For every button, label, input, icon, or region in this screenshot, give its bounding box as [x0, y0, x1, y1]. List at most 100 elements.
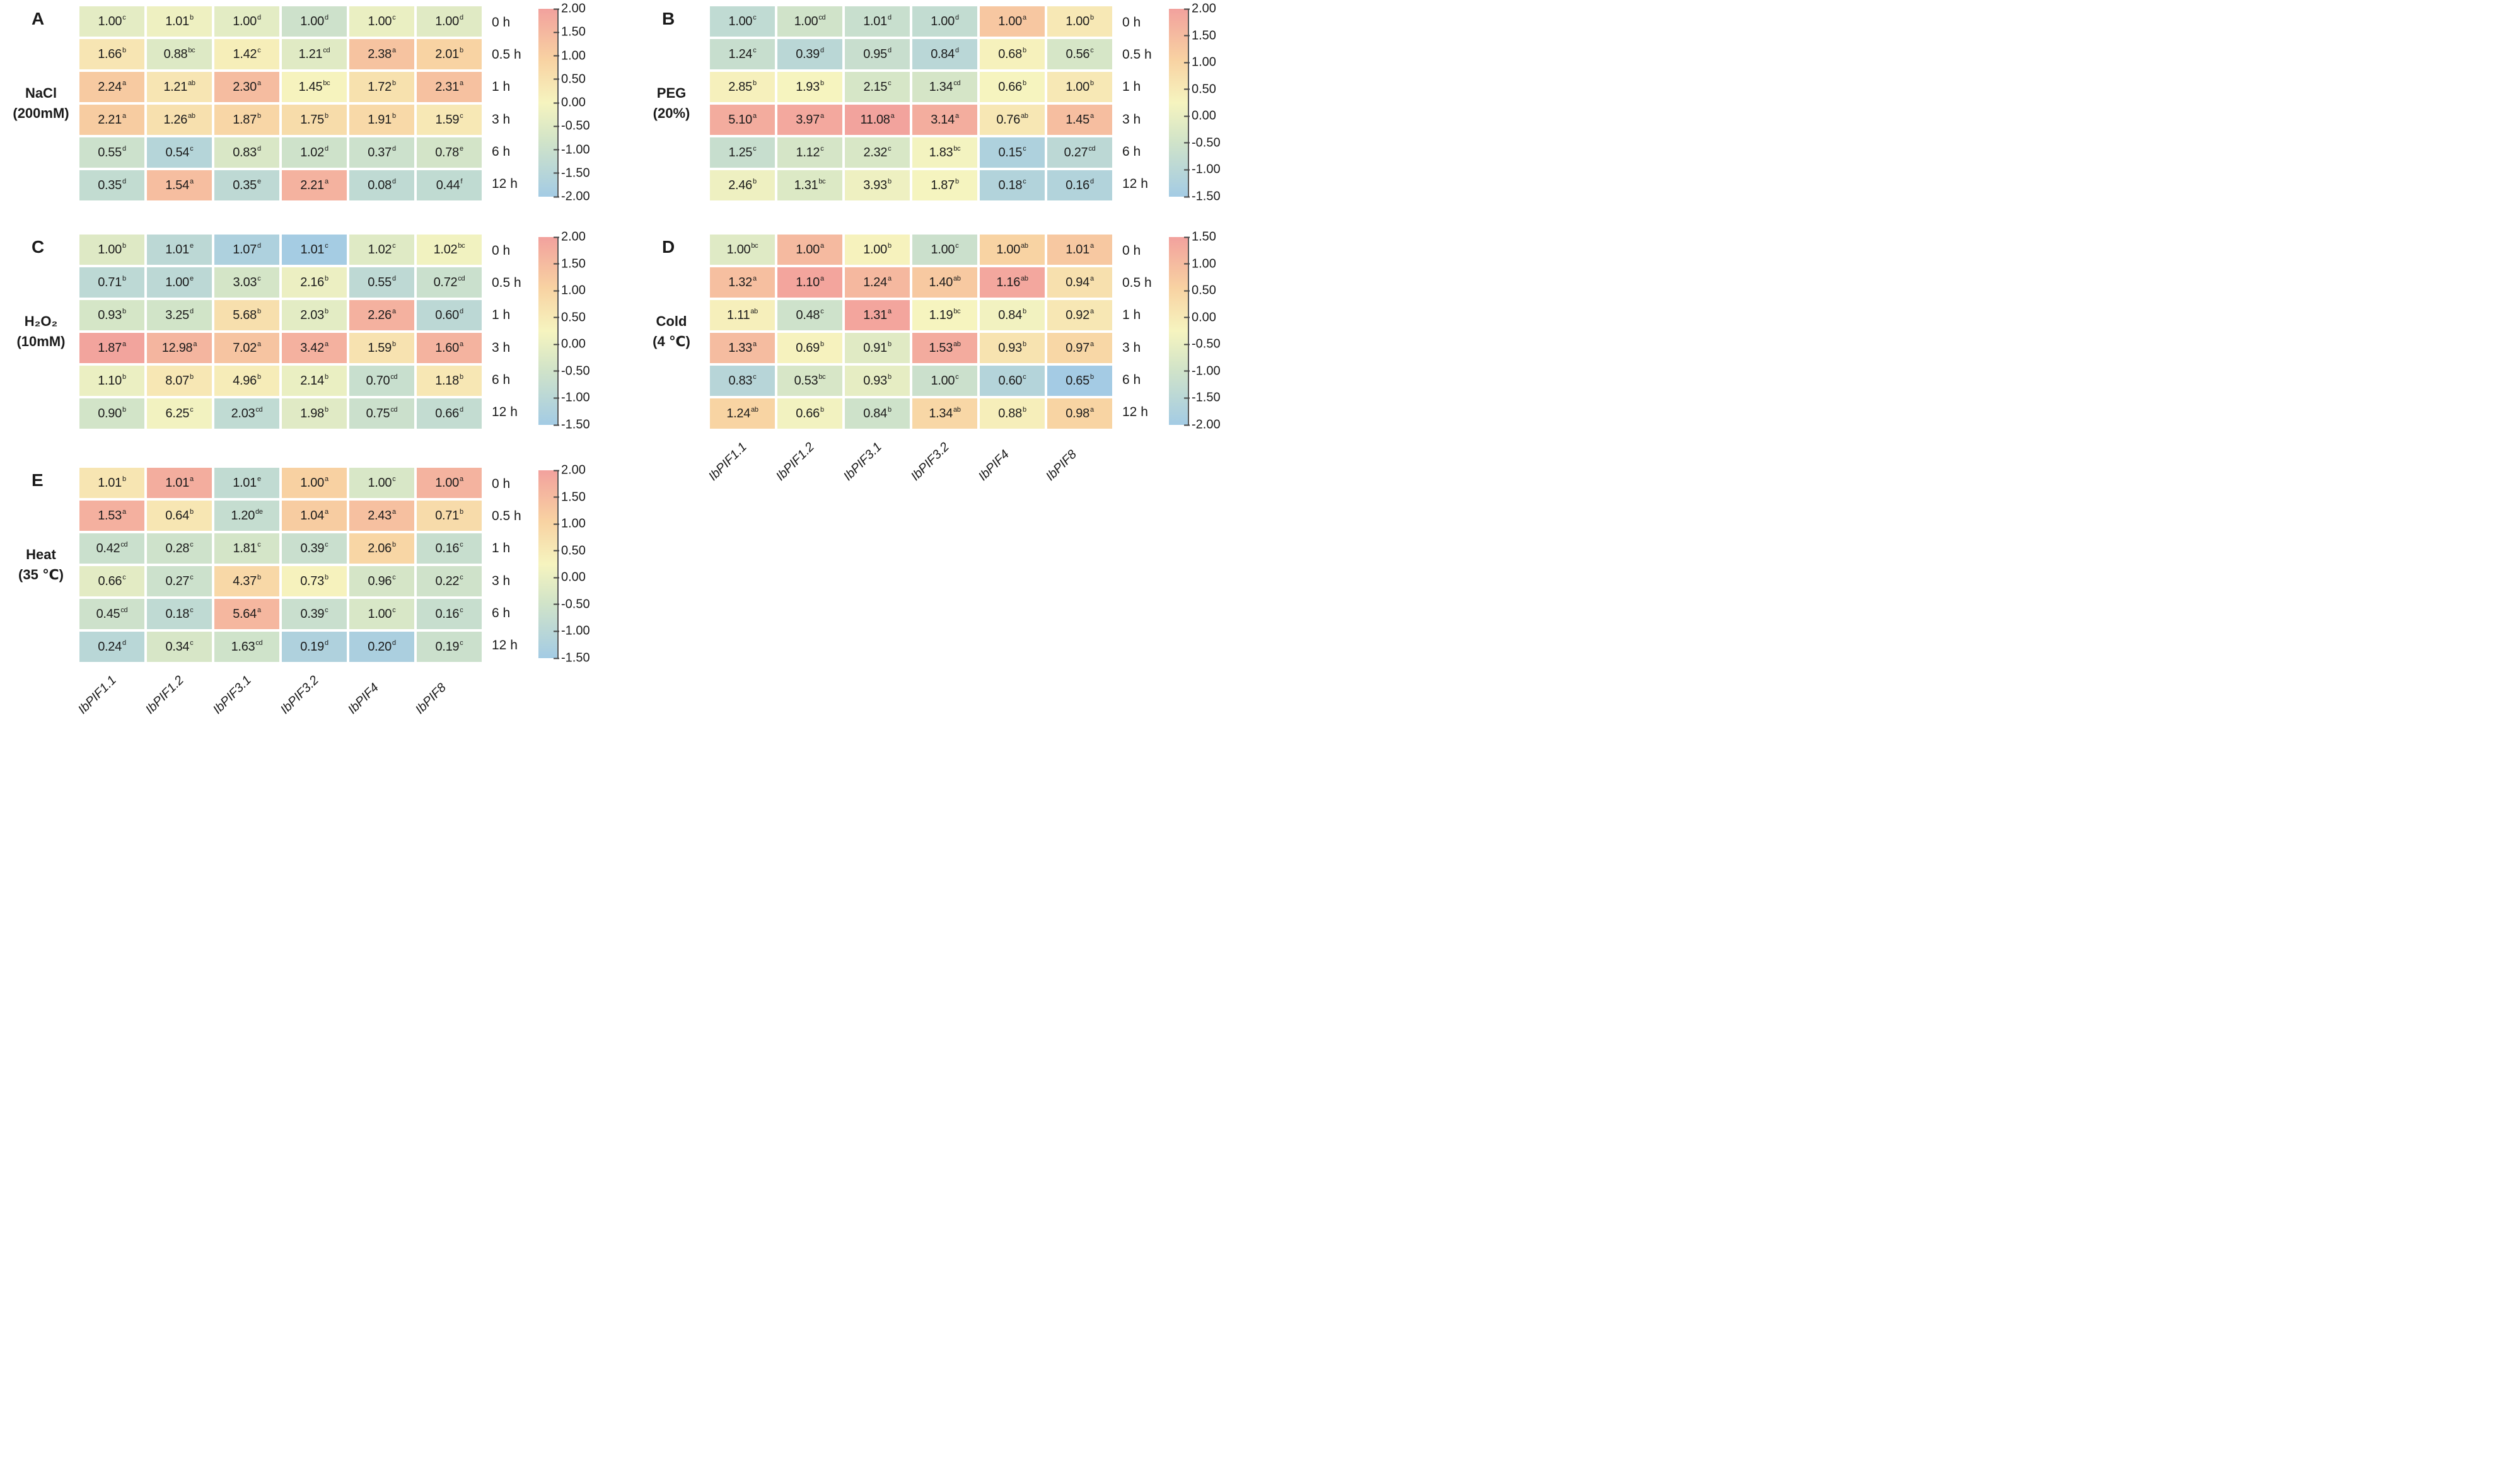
cell-value: 1.01d: [863, 13, 891, 28]
colorbar-tick-label: -0.50: [1192, 337, 1221, 351]
cell-value: 1.01c: [300, 241, 328, 257]
cell-value: 2.03cd: [231, 405, 263, 420]
heatmap-cell: 2.32c: [845, 137, 910, 168]
heatmap-cell: 1.63cd: [214, 632, 279, 662]
colorbar-ticks: 2.00 1.50 1.00 0.50 0.00 -0.50 -1.00 -1.50: [561, 463, 605, 665]
cell-value: 2.14b: [300, 373, 328, 388]
cell-value: 1.66b: [98, 46, 126, 61]
heatmap-cell: 0.88bc: [147, 39, 212, 69]
cell-value: 1.21ab: [163, 79, 195, 94]
colorbar: 2.00 1.50 1.00 0.50 0.00 -0.50 -1.00 -1.50 -2.00: [538, 2, 608, 204]
heatmap-cell: 0.39c: [282, 599, 347, 629]
cell-sig-letter: b: [392, 112, 396, 120]
heatmap-cell: 1.01b: [147, 6, 212, 37]
heatmap-cell: 2.43a: [349, 501, 414, 531]
heatmap-cell: 1.00bc: [710, 235, 775, 265]
cell-sig-letter: b: [392, 340, 396, 348]
heatmap-cell: 0.35d: [79, 170, 144, 200]
heatmap-cell: 0.55d: [79, 137, 144, 168]
cell-sig-letter: c: [190, 573, 194, 581]
heatmap-cell: 0.88b: [980, 398, 1045, 429]
cell-sig-letter: b: [1022, 340, 1026, 348]
cell-sig-letter: bc: [323, 79, 330, 87]
cell-sig-letter: e: [189, 241, 194, 250]
cell-sig-letter: b: [1089, 79, 1094, 87]
figure: A NaCl (200mM) 1.00c 1.01b 1.00d 1.00d 1.00c…: [0, 0, 1252, 742]
cell-value: 1.45a: [1066, 112, 1094, 127]
heatmap-cell: 4.37b: [214, 566, 279, 596]
cell-value: 0.95d: [863, 46, 891, 61]
cell-sig-letter: b: [1022, 46, 1026, 54]
cell-value: 1.01b: [98, 475, 126, 490]
cell-sig-letter: bc: [818, 177, 826, 185]
cell-sig-letter: c: [955, 373, 959, 381]
cell-sig-letter: bc: [751, 241, 758, 250]
heatmap-cell: 1.01b: [79, 468, 144, 498]
cell-sig-letter: a: [820, 274, 824, 282]
cell-sig-letter: d: [955, 13, 959, 21]
gene-label: IbPIF3.2: [908, 439, 952, 484]
cell-sig-letter: b: [324, 573, 328, 581]
time-label: 3 h: [1122, 340, 1141, 355]
cell-value: 1.72b: [368, 79, 396, 94]
cell-value: 1.24ab: [726, 405, 758, 420]
cell-value: 1.00a: [998, 13, 1026, 28]
cell-value: 1.75b: [300, 112, 328, 127]
condition-label: Heat (35 ℃): [3, 468, 79, 662]
cell-sig-letter: cd: [818, 13, 826, 21]
cell-sig-letter: b: [1022, 405, 1026, 414]
panel-cold: D Cold (4 ℃) 1.00bc 1.00a 1.00b 1.00c 1.00ab…: [633, 230, 1238, 432]
cell-value: 1.54a: [165, 177, 194, 192]
cell-sig-letter: ab: [953, 340, 961, 348]
cell-sig-letter: a: [1089, 274, 1094, 282]
heatmap-grid: 1.00b 1.01e 1.07d 1.01c 1.02c 1.02bc 0.71b 1.00…: [79, 235, 482, 429]
cell-sig-letter: d: [887, 46, 891, 54]
cell-sig-letter: b: [887, 340, 891, 348]
cell-value: 1.25c: [728, 144, 757, 159]
cell-sig-letter: b: [820, 79, 824, 87]
heatmap-cell: 4.96b: [214, 366, 279, 396]
heatmap-cell: 1.00c: [349, 599, 414, 629]
colorbar-gradient: [538, 470, 559, 658]
heatmap-cell: 0.60d: [417, 300, 482, 330]
heatmap-cell: 0.96c: [349, 566, 414, 596]
cell-sig-letter: c: [392, 606, 396, 614]
time-label: 12 h: [1122, 177, 1148, 192]
cell-sig-letter: d: [257, 241, 261, 250]
colorbar-gradient: [1169, 9, 1189, 197]
time-label: 0 h: [1122, 243, 1141, 258]
heatmap-grid: 1.00bc 1.00a 1.00b 1.00c 1.00ab 1.01a 1.32a 1.1…: [710, 235, 1112, 429]
panel-letter: D: [662, 237, 675, 257]
heatmap-cell: 1.00ab: [980, 235, 1045, 265]
panel-letter: E: [32, 470, 44, 490]
colorbar-tick-label: 1.00: [561, 283, 586, 298]
cell-value: 0.55d: [368, 274, 396, 289]
cell-sig-letter: d: [887, 13, 891, 21]
heatmap-cell: 0.24d: [79, 632, 144, 662]
cell-value: 1.02bc: [433, 241, 465, 257]
cell-value: 0.68b: [998, 46, 1026, 61]
cell-sig-letter: d: [324, 13, 328, 21]
cell-value: 11.08a: [860, 112, 895, 127]
heatmap-cell: 1.59c: [417, 105, 482, 135]
cell-value: 1.87b: [931, 177, 959, 192]
cell-value: 1.42c: [233, 46, 261, 61]
cell-value: 2.16b: [300, 274, 328, 289]
cell-sig-letter: b: [752, 177, 757, 185]
cell-value: 0.19c: [435, 639, 463, 654]
cell-sig-letter: a: [189, 177, 194, 185]
cell-value: 0.84b: [863, 405, 891, 420]
heatmap-cell: 0.39c: [282, 533, 347, 564]
cell-sig-letter: c: [820, 307, 824, 315]
cell-value: 1.00c: [368, 13, 396, 28]
cell-value: 1.87a: [98, 340, 126, 355]
heatmap-cell: 0.16c: [417, 599, 482, 629]
colorbar-tick-label: -1.00: [1192, 162, 1221, 177]
cell-sig-letter: a: [193, 340, 197, 348]
heatmap-cell: 0.27cd: [1047, 137, 1112, 168]
cell-value: 2.26a: [368, 307, 396, 322]
gene-label: IbPIF1.2: [142, 673, 187, 717]
cell-value: 0.35e: [233, 177, 261, 192]
cell-value: 6.25c: [165, 405, 194, 420]
cell-sig-letter: b: [122, 46, 126, 54]
